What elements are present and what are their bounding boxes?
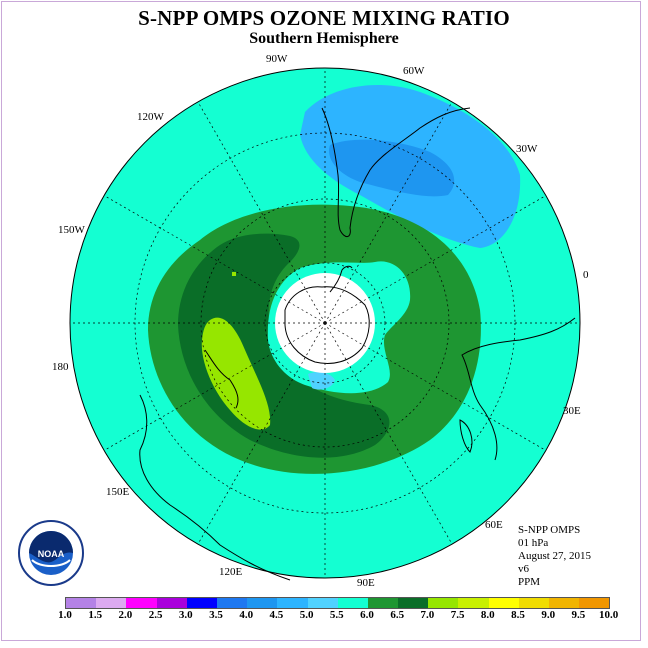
map-title: S-NPP OMPS OZONE MIXING RATIO — [138, 6, 510, 30]
colorbar-segment — [126, 598, 157, 608]
coast-africa — [461, 317, 576, 461]
label-lon-30e: 30E — [563, 405, 581, 417]
info-level: 01 hPa — [518, 537, 549, 549]
colorbar-tick-label: 4.0 — [239, 609, 254, 621]
colorbar-tick-label: 6.0 — [360, 609, 374, 621]
parallel-80s — [264, 262, 386, 384]
colorbar-segment — [337, 598, 368, 608]
colorbar-tick-label: 6.5 — [390, 609, 405, 621]
colorbar-tick-label: 2.0 — [118, 609, 133, 621]
label-lon-120w: 120W — [137, 111, 165, 123]
colorbar-segment — [247, 598, 278, 608]
info-instrument: S-NPP OMPS — [518, 524, 581, 536]
coast-madagascar — [459, 419, 473, 453]
colorbar-tick-label: 8.5 — [511, 609, 525, 621]
colorbar-segment — [307, 598, 338, 608]
label-lon-180: 180 — [52, 361, 69, 373]
map-boundary — [69, 67, 581, 579]
info-date: August 27, 2015 — [518, 550, 592, 562]
logo-text: NOAA — [38, 549, 65, 559]
label-lon-150w: 150W — [58, 224, 86, 236]
colorbar — [65, 597, 611, 609]
coast-australia — [139, 394, 291, 581]
colorbar-segment — [367, 598, 399, 608]
colorbar-segment — [66, 598, 97, 608]
colorbar-tick-labels: 1.0 1.5 2.0 2.5 3.0 3.5 4.0 4.5 5.0 5.5 6.0 6.5 7.0 7… — [0, 609, 648, 623]
colorbar-tick-label: 3.5 — [209, 609, 223, 621]
colorbar-segment — [488, 598, 519, 608]
colorbar-tick-label: 7.5 — [450, 609, 465, 621]
colorbar-segment — [277, 598, 308, 608]
coastlines — [139, 107, 576, 581]
field-level-6-5-dot — [232, 272, 236, 276]
meridian-30w — [324, 195, 546, 324]
label-lon-120e: 120E — [219, 566, 243, 578]
colorbar-tick-label: 1.5 — [88, 609, 103, 621]
field-level-4-5 — [308, 372, 335, 390]
label-lon-60e: 60E — [485, 519, 503, 531]
colorbar-segment — [156, 598, 187, 608]
longitude-labels: 90W 60W 120W 30W 150W 0 180 30E 150E 60E… — [52, 53, 589, 589]
colorbar-tick-label: 8.0 — [480, 609, 495, 621]
field-level-6-5 — [201, 317, 271, 430]
colorbar-segment — [428, 598, 459, 608]
colorbar-segment — [579, 598, 610, 608]
parallel-60s — [200, 198, 450, 448]
coast-south-america — [321, 107, 471, 237]
colorbar-tick-label: 3.0 — [178, 609, 193, 621]
noaa-logo: NOAA — [18, 520, 84, 586]
colorbar-tick-label: 4.5 — [269, 609, 284, 621]
parallel-40s — [134, 132, 516, 514]
meridian-150e — [104, 322, 326, 451]
colorbar-segment — [549, 598, 580, 608]
coast-antarctica — [284, 286, 370, 364]
label-lon-60w: 60W — [403, 65, 425, 77]
graticule — [70, 68, 580, 578]
colorbar-segment — [398, 598, 429, 608]
colorbar-tick-label: 5.5 — [329, 609, 344, 621]
colorbar-segment — [458, 598, 489, 608]
coast-new-zealand — [204, 349, 239, 409]
colorbar-tick-label: 2.5 — [148, 609, 163, 621]
label-lon-150e: 150E — [106, 486, 130, 498]
label-lon-30w: 30W — [516, 143, 538, 155]
label-lon-0: 0 — [583, 269, 589, 281]
field-level-3-5 — [329, 139, 455, 197]
colorbar-tick-label: 1.0 — [58, 609, 72, 621]
colorbar-tick-label: 9.0 — [541, 609, 556, 621]
label-lon-90w: 90W — [266, 53, 288, 65]
map-subtitle: Southern Hemisphere — [249, 30, 399, 47]
meridian-30e — [324, 322, 546, 451]
colorbar-tick-label: 10.0 — [598, 609, 619, 621]
colorbar-tick-label: 5.0 — [299, 609, 314, 621]
info-block: S-NPP OMPS 01 hPa August 27, 2015 v6 PPM — [518, 524, 591, 589]
coast-antarctic-peninsula — [329, 265, 353, 293]
figure-frame — [1, 1, 641, 641]
info-units: PPM — [518, 576, 541, 588]
colorbar-segment — [518, 598, 549, 608]
label-lon-90e: 90E — [357, 577, 375, 589]
colorbar-tick-label: 9.5 — [571, 609, 586, 621]
colorbar-tick-label: 7.0 — [420, 609, 435, 621]
info-version: v6 — [518, 563, 529, 575]
colorbar-segment — [216, 598, 248, 608]
meridian-150w — [104, 195, 326, 324]
colorbar-segment — [96, 598, 127, 608]
colorbar-segment — [186, 598, 217, 608]
